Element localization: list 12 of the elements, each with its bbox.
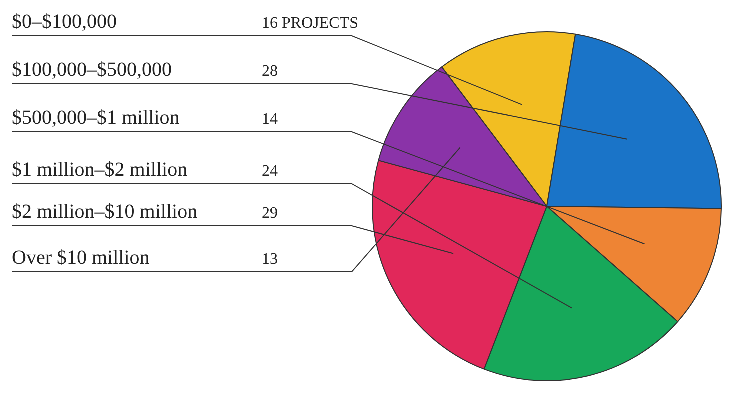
slice-label: $0–$100,000 <box>12 11 117 33</box>
data-label: 16 PROJECTS <box>262 15 358 32</box>
slice-label: Over $10 million <box>12 247 150 269</box>
slice-label: $1 million–$2 million <box>12 159 188 181</box>
data-label: 28 <box>262 63 278 80</box>
data-label: 14 <box>262 111 278 128</box>
slice-label: $500,000–$1 million <box>12 107 180 129</box>
slice-label: $2 million–$10 million <box>12 201 198 223</box>
data-label: 29 <box>262 205 278 222</box>
slice-label: $100,000–$500,000 <box>12 59 172 81</box>
data-label: 24 <box>262 163 278 180</box>
data-label: 13 <box>262 251 278 268</box>
